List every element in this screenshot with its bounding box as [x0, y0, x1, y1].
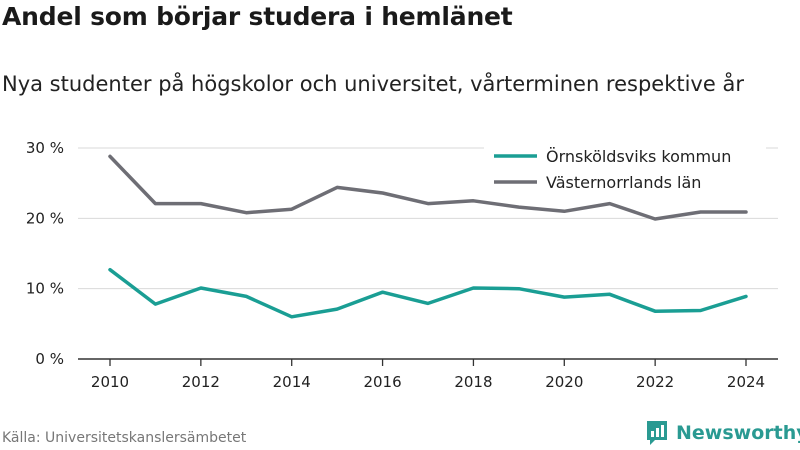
series-lines	[108, 154, 748, 319]
y-tick-label: 30 %	[26, 139, 64, 157]
legend-label: Örnsköldsviks kommun	[546, 147, 731, 166]
series-line-kommun	[108, 267, 748, 319]
y-tick-label: 0 %	[35, 350, 64, 368]
source-note: Källa: Universitetskanslersämbetet	[2, 430, 247, 446]
y-axis-ticks: 0 % 10 % 20 % 30 %	[26, 139, 64, 368]
x-tick-label: 2018	[454, 373, 492, 391]
x-tick-label: 2016	[363, 373, 401, 391]
chart-subtitle: Nya studenter på högskolor och universit…	[2, 72, 744, 96]
x-tick-label: 2012	[182, 373, 220, 391]
legend-label: Västernorrlands län	[546, 173, 701, 192]
x-tick-label: 2014	[273, 373, 311, 391]
brand-logo: Newsworthy	[645, 420, 800, 446]
x-tick-label: 2022	[636, 373, 674, 391]
y-tick-label: 20 %	[26, 209, 64, 227]
brand-name: Newsworthy	[676, 422, 800, 444]
newsworthy-logo-icon	[647, 421, 667, 445]
legend-background	[484, 140, 766, 197]
chart-title: Andel som börjar studera i hemlänet	[2, 2, 513, 31]
series-line-lan	[108, 154, 748, 221]
legend: Örnsköldsviks kommun Västernorrlands län	[484, 140, 766, 197]
x-tick-label: 2020	[545, 373, 583, 391]
y-tick-label: 10 %	[26, 280, 64, 298]
x-tick-label: 2010	[91, 373, 129, 391]
x-axis-ticks: 2010 2012 2014 2016 2018 2020 2022 2024	[91, 359, 765, 391]
x-tick-label: 2024	[727, 373, 765, 391]
line-chart: 0 % 10 % 20 % 30 % 2010 2012 2014 2016 2018 2020…	[26, 139, 778, 391]
